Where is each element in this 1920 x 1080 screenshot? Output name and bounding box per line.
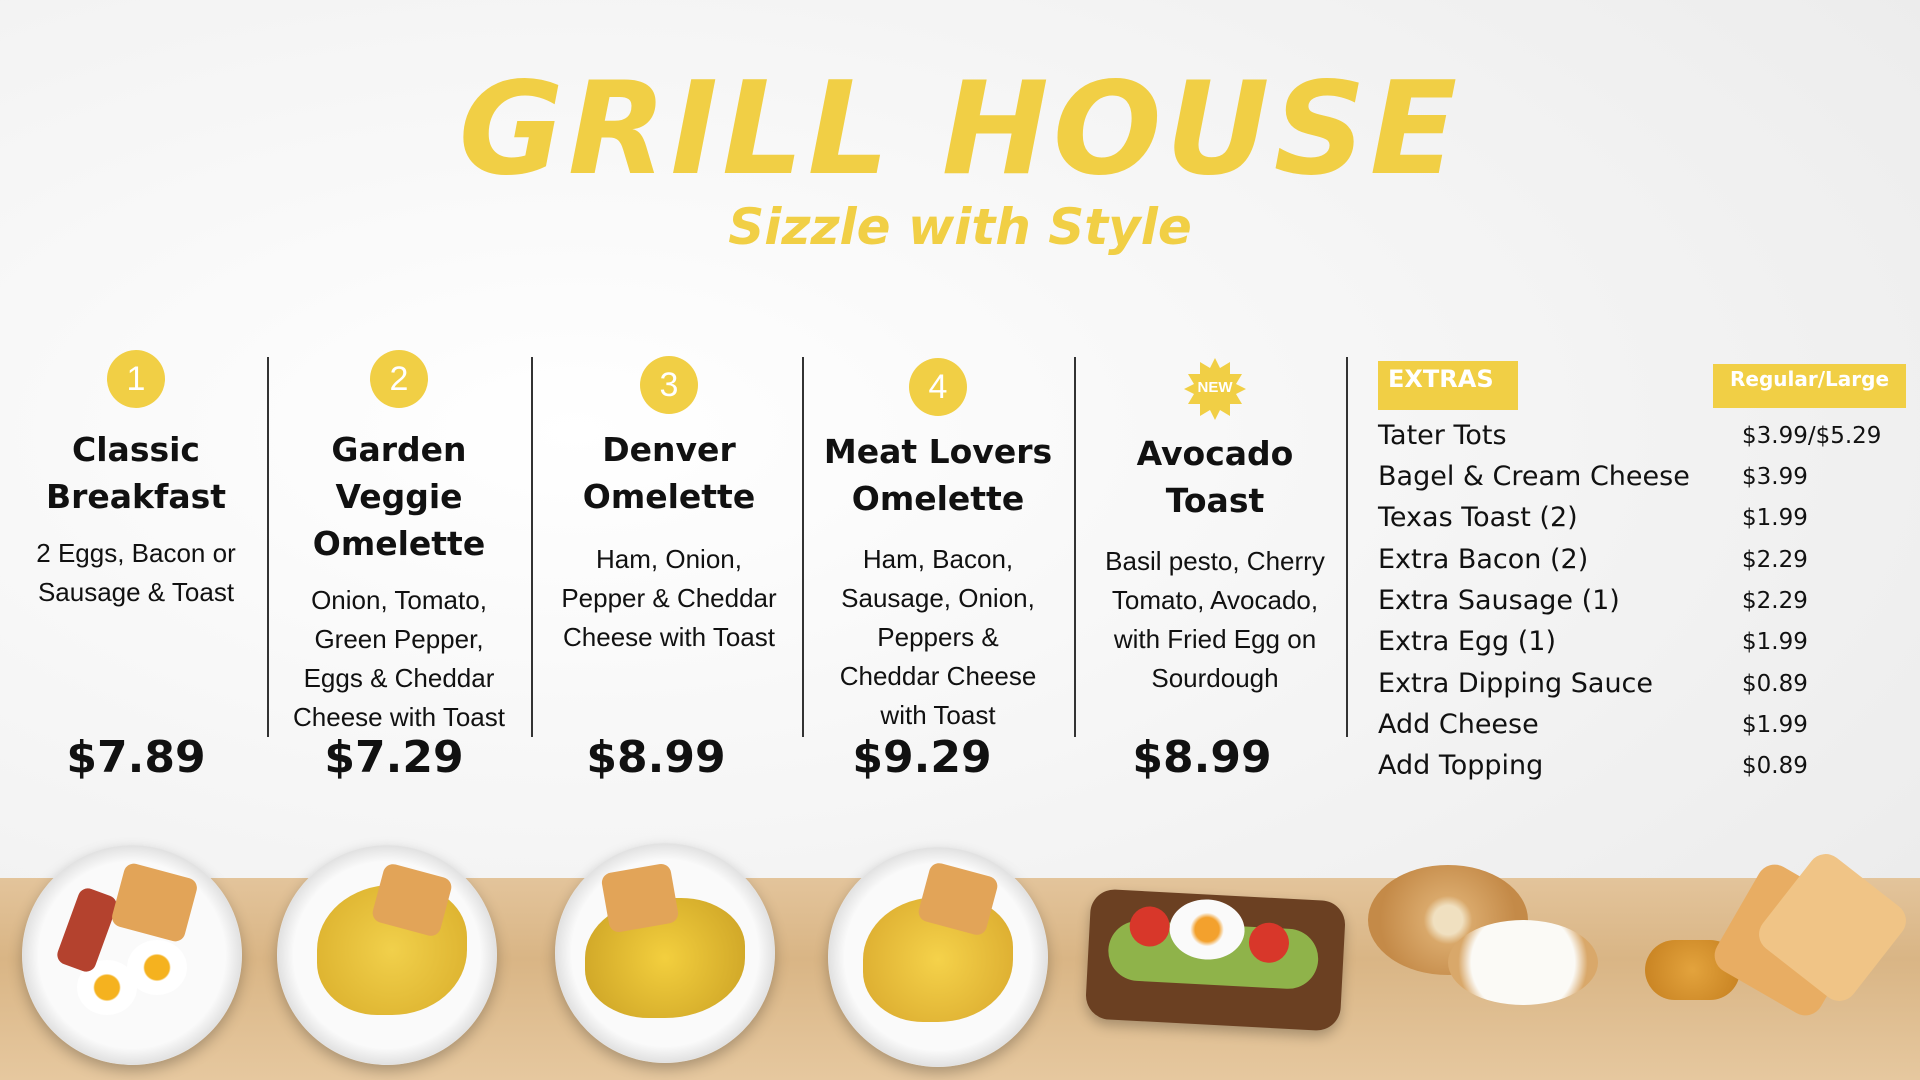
extras-row: Extra Sausage (1) $2.29 [1378,585,1898,626]
new-badge-label: NEW [1197,379,1233,396]
item-title: Garden Veggie Omelette [269,426,529,567]
menu-item-meat-lovers-omelette: 4 Meat Lovers Omelette Ham, Bacon, Sausag… [808,358,1068,735]
item-description: Ham, Onion, Pepper & Cheddar Cheese with… [539,540,799,657]
extra-name: Texas Toast (2) [1378,502,1578,533]
item-title: Meat Lovers Omelette [808,428,1068,522]
column-divider [1346,357,1348,737]
desc-line: with Fried Egg on [1113,624,1317,654]
column-divider [267,357,269,737]
item-title: Classic Breakfast [6,426,266,520]
title-line: Avocado [1136,434,1294,473]
extra-name: Extra Bacon (2) [1378,544,1589,575]
desc-line: Ham, Bacon, [862,544,1014,574]
item-price: $9.29 [852,732,992,783]
item-price: $7.89 [66,732,206,783]
extra-price: $0.89 [1742,753,1808,779]
brand-title: GRILL HOUSE [458,55,1462,204]
desc-line: Peppers & [877,622,999,652]
item-price: $7.29 [324,732,464,783]
desc-line: Eggs & Cheddar [303,663,495,693]
brand-tagline: Sizzle with Style [728,198,1192,256]
menu-item-avocado-toast: NEW Avocado Toast Basil pesto, Cherry Tom… [1085,358,1345,698]
item-price: $8.99 [586,732,726,783]
extra-price: $0.89 [1742,671,1808,697]
extras-header: EXTRAS [1378,361,1518,410]
extras-row: Add Topping $0.89 [1378,750,1898,791]
extra-price: $2.29 [1742,588,1808,614]
starburst-icon [1184,358,1246,420]
title-line: Breakfast [45,477,227,516]
new-badge: NEW [1184,358,1246,420]
item-title: Denver Omelette [539,426,799,520]
extra-name: Add Cheese [1378,709,1539,740]
classic-breakfast-photo [22,845,242,1065]
title-line: Classic [72,430,200,469]
extras-row: Bagel & Cream Cheese $3.99 [1378,461,1898,502]
extra-name: Bagel & Cream Cheese [1378,461,1690,492]
extras-row: Extra Egg (1) $1.99 [1378,626,1898,667]
tater-tots-toast-photo [1635,846,1915,1022]
extras-row: Extra Dipping Sauce $0.89 [1378,668,1898,709]
desc-line: with Toast [880,700,996,730]
number-badge: 2 [370,350,428,408]
extra-price: $3.99/$5.29 [1742,423,1882,449]
extra-name: Extra Sausage (1) [1378,585,1620,616]
title-line: Omelette [312,524,486,563]
title-line: Denver [602,430,736,469]
garden-veggie-omelette-photo [277,845,497,1065]
extra-name: Extra Egg (1) [1378,626,1557,657]
desc-line: Cheese with Toast [293,702,505,732]
bagel-photo [1368,865,1603,1010]
desc-line: 2 Eggs, Bacon or [36,538,236,568]
extra-price: $1.99 [1742,505,1808,531]
extras-row: Texas Toast (2) $1.99 [1378,502,1898,543]
menu-item-garden-veggie-omelette: 2 Garden Veggie Omelette Onion, Tomato, G… [269,350,529,737]
extras-row: Extra Bacon (2) $2.29 [1378,544,1898,585]
item-price: $8.99 [1132,732,1272,783]
extras-row: Add Cheese $1.99 [1378,709,1898,750]
menu-item-denver-omelette: 3 Denver Omelette Ham, Onion, Pepper & Ch… [539,356,799,657]
item-description: 2 Eggs, Bacon or Sausage & Toast [6,534,266,612]
extra-name: Add Topping [1378,750,1544,781]
item-description: Basil pesto, Cherry Tomato, Avocado, wit… [1085,542,1345,698]
size-header: Regular/Large [1713,364,1906,408]
title-line: Garden Veggie [331,430,467,516]
desc-line: Pepper & Cheddar [561,583,777,613]
extra-price: $1.99 [1742,629,1808,655]
desc-line: Sourdough [1151,663,1279,693]
desc-line: Green Pepper, [314,624,484,654]
extra-price: $1.99 [1742,712,1808,738]
column-divider [1074,357,1076,737]
title-line: Omelette [851,479,1025,518]
title-line: Toast [1165,481,1265,520]
desc-line: Tomato, Avocado, [1111,585,1319,615]
item-description: Onion, Tomato, Green Pepper, Eggs & Ched… [269,581,529,737]
extra-price: $2.29 [1742,547,1808,573]
item-title: Avocado Toast [1085,430,1345,524]
meat-lovers-omelette-photo [828,847,1048,1067]
extra-name: Tater Tots [1378,420,1507,451]
number-badge: 3 [640,356,698,414]
avocado-toast-photo [1084,888,1347,1032]
extra-price: $3.99 [1742,464,1808,490]
column-divider [802,357,804,737]
title-line: Omelette [582,477,756,516]
desc-line: Cheddar Cheese [839,661,1037,691]
menu-item-classic-breakfast: 1 Classic Breakfast 2 Eggs, Bacon or Saus… [6,350,266,612]
number-badge: 4 [909,358,967,416]
column-divider [531,357,533,737]
extras-row: Tater Tots $3.99/$5.29 [1378,420,1898,461]
title-line: Meat Lovers [823,432,1053,471]
desc-line: Sausage & Toast [37,577,235,607]
denver-omelette-photo [555,843,775,1063]
desc-line: Sausage, Onion, [841,583,1035,613]
desc-line: Cheese with Toast [563,622,775,652]
extra-name: Extra Dipping Sauce [1378,668,1654,699]
desc-line: Ham, Onion, [596,544,742,574]
item-description: Ham, Bacon, Sausage, Onion, Peppers & Ch… [808,540,1068,735]
number-badge: 1 [107,350,165,408]
desc-line: Basil pesto, Cherry [1105,546,1325,576]
desc-line: Onion, Tomato, [311,585,487,615]
